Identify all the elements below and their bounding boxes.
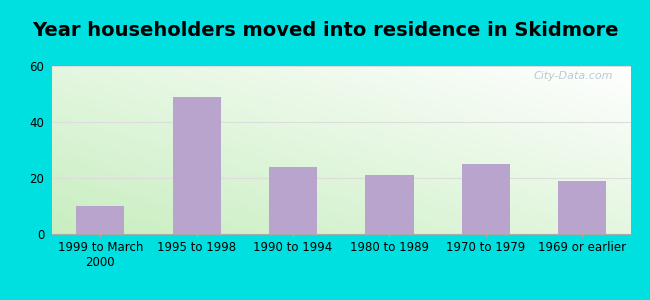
Bar bbox=[365, 175, 413, 234]
Bar bbox=[462, 164, 510, 234]
Text: City-Data.com: City-Data.com bbox=[534, 71, 613, 81]
Bar bbox=[558, 181, 606, 234]
Text: Year householders moved into residence in Skidmore: Year householders moved into residence i… bbox=[32, 21, 618, 40]
Bar bbox=[172, 97, 221, 234]
Bar bbox=[76, 206, 124, 234]
Bar bbox=[269, 167, 317, 234]
